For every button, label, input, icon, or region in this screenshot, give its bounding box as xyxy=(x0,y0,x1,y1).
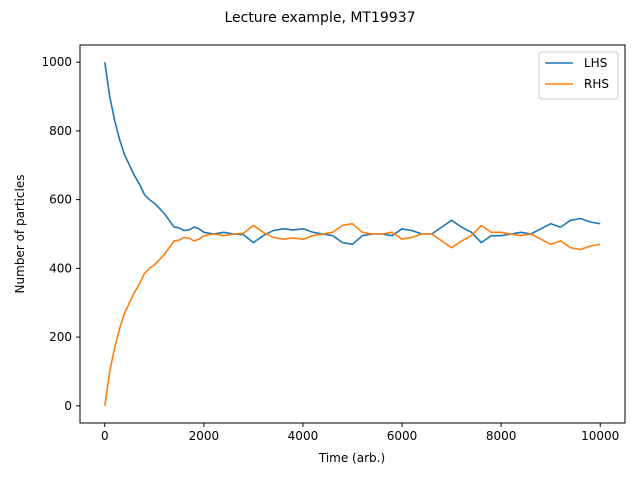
x-tick-label: 8000 xyxy=(486,429,517,443)
axes-frame xyxy=(79,44,626,424)
chart-title: Lecture example, MT19937 xyxy=(224,10,415,26)
series-lines xyxy=(104,62,601,406)
y-tick-label: 800 xyxy=(49,124,72,138)
y-tick-label: 400 xyxy=(49,261,72,275)
y-tick-label: 200 xyxy=(49,330,72,344)
x-axis-label: Time (arb.) xyxy=(318,451,385,465)
legend: LHS RHS xyxy=(538,51,619,100)
x-axis-ticks: 0 2000 4000 6000 8000 10000 xyxy=(101,423,619,443)
series-line-rhs xyxy=(104,222,601,406)
y-axis-ticks: 0 200 400 600 800 1000 xyxy=(41,55,80,413)
y-tick-label: 600 xyxy=(49,193,72,207)
y-tick-label: 1000 xyxy=(41,55,72,69)
plot-area xyxy=(79,44,626,424)
series-line-lhs xyxy=(104,62,601,246)
x-tick-label: 0 xyxy=(101,429,109,443)
x-tick-label: 6000 xyxy=(387,429,418,443)
x-tick-label: 4000 xyxy=(288,429,319,443)
y-tick-label: 0 xyxy=(64,399,72,413)
y-axis-label: Number of particles xyxy=(13,175,27,294)
legend-label-rhs: RHS xyxy=(584,77,609,91)
legend-label-lhs: LHS xyxy=(584,56,607,70)
x-tick-label: 2000 xyxy=(189,429,220,443)
x-tick-label: 10000 xyxy=(581,429,619,443)
